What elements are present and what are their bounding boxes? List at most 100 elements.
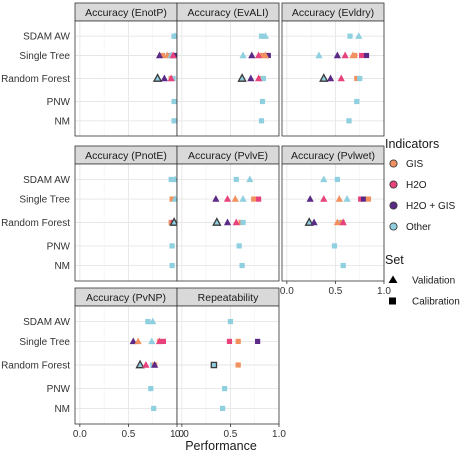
point-other-validation [135,359,145,369]
facet-title: Accuracy (PvNP) [86,292,166,304]
y-tick-label: Single Tree [19,51,70,62]
point-other-validation [152,73,163,82]
chart-panels: Accuracy (EnotP) Accuracy (EvALI) Accuracy… [74,2,385,425]
legend-item-h2o: H2O [385,176,427,193]
facet-panel-accuracy-evldry: Accuracy (Evldry) [281,2,385,137]
point-gis-validation [333,218,341,226]
data-points [212,175,262,269]
point-gis-calibration [159,52,166,59]
facet-panel-accuracy-enotp: Accuracy (EnotP) [74,2,179,137]
legend-label: GIS [406,159,424,170]
point-other-validation [343,195,351,202]
facet-panel-repeatability: Repeatability [176,287,280,425]
point-h2o-gis-validation [306,195,314,202]
x-tick-label: 1.0 [272,429,286,440]
facet-title: Accuracy (Pvlwet) [291,150,375,162]
y-tick-label: Single Tree [19,195,70,206]
data-points [152,32,179,124]
point-other-validation [212,217,222,226]
x-tick-label: 0.5 [121,429,135,440]
data-points [210,318,261,412]
x-tick-label: 1.0 [377,286,391,297]
point-other-calibration [236,243,242,249]
facet-title: Accuracy (EvALI) [187,7,268,19]
x-tick-label: 0.0 [175,429,189,440]
point-gis-calibration [365,196,372,202]
point-other-validation [239,51,247,59]
point-h2o-validation [169,51,177,59]
point-gis-calibration [354,75,360,82]
legend-swatch [389,180,398,189]
point-other-calibration [169,262,175,269]
point-h2o-validation [337,74,345,82]
point-gis-calibration [251,196,257,202]
y-tick-label: NM [54,261,70,272]
point-h2o-gis-validation [310,218,318,226]
x-tick-label: 0.0 [280,286,294,297]
point-other-calibration [240,219,246,226]
facet-title: Accuracy (EnotP) [85,7,167,19]
facet-panel-accuracy-pvnp: Accuracy (PvNP) [74,287,178,425]
point-h2o-validation [255,74,263,82]
y-tick-label: NM [54,404,70,415]
point-h2o-validation [341,51,349,59]
y-tick-label: PNW [47,97,71,108]
point-h2o-gis-validation [151,361,159,368]
x-tick-label: 0.5 [328,286,342,297]
point-gis-validation [134,337,142,345]
legend-label: H2O [406,180,427,191]
x-axes: 0.0 0.5 1.00.0 0.5 1.00.0 0.5 1.0 [73,281,391,440]
point-other-calibration [357,75,363,82]
facet-panel-accuracy-pnote: Accuracy (PnotE) [74,145,179,282]
point-other-calibration [260,75,267,82]
point-other-calibration [222,386,228,392]
facet-panel-accuracy-pvlwet: Accuracy (Pvlwet) [281,145,385,282]
legend-swatch [389,159,398,168]
point-other-calibration [210,361,218,369]
data-points [237,32,271,124]
point-other-calibration [331,243,338,249]
legend-label: H2O + GIS [406,201,456,212]
panel-border [281,163,385,282]
panel-border [176,20,280,137]
y-tick-label: PNW [47,384,71,395]
point-other-validation [148,337,156,345]
point-h2o-gis-validation [326,74,335,82]
legend-set-items: Validation Calibration [388,275,460,308]
x-axis-title: Performance [185,439,257,453]
point-other-validation [355,32,363,39]
point-other-validation [319,73,329,82]
facet-panel-accuracy-pvlve: Accuracy (PvlvE) [176,145,280,282]
legend-label: Calibration [412,297,460,308]
facet-title: Accuracy (Evldry) [292,7,374,19]
legend-item-calibration: Calibration [389,297,460,308]
y-tick-label: Random Forest [1,361,70,372]
y-tick-label: SDAM AW [23,175,70,186]
y-tick-label: Random Forest [1,74,70,85]
point-other-calibration [233,176,239,183]
point-other-validation [237,73,247,82]
point-other-calibration [259,98,266,105]
point-other-calibration [334,176,340,183]
point-h2o-validation [320,195,328,202]
point-other-calibration [258,118,265,124]
panel-border [281,20,385,137]
point-other-calibration [220,405,226,412]
legend-indicators-title: Indicators [385,137,439,151]
facet-panel-accuracy-evali: Accuracy (EvALI) [176,2,280,137]
gridlines [177,306,280,424]
point-h2o-gis-validation [247,74,255,82]
point-h2o-gis-validation [129,337,137,345]
point-other-validation [149,317,157,325]
point-gis-calibration [259,52,266,59]
y-tick-label: SDAM AW [23,32,70,43]
point-other-validation [320,175,328,183]
data-points [315,32,370,124]
point-h2o-validation [255,51,263,59]
point-other-calibration [347,33,353,39]
point-h2o-calibration [256,196,262,202]
point-other-calibration [227,318,234,325]
point-other-validation [246,175,254,183]
point-other-calibration [354,98,360,105]
point-gis-validation [349,51,357,59]
